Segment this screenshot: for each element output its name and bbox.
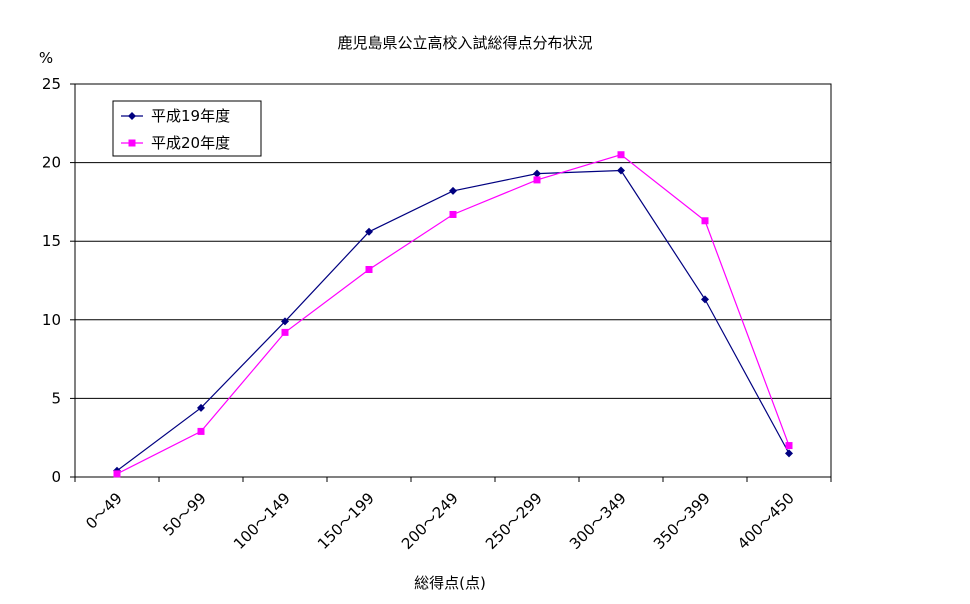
series-group bbox=[113, 151, 793, 478]
series-1-point-1 bbox=[197, 427, 205, 435]
series-0-point-6 bbox=[617, 166, 625, 175]
x-axis-ticks: 0～49 50～99 100～149 150～199 200～249 250～299 300… bbox=[74, 477, 832, 553]
x-tick-label-4: 200～249 bbox=[398, 489, 462, 553]
legend-label-1: 平成20年度 bbox=[151, 134, 230, 152]
series-1-point-2 bbox=[281, 328, 289, 336]
series-1-point-8 bbox=[785, 442, 793, 450]
y-tick-label-2: 10 bbox=[42, 311, 61, 329]
series-1-point-7 bbox=[701, 217, 709, 225]
series-1-point-5 bbox=[533, 176, 541, 184]
x-tick-label-0: 0～49 bbox=[82, 489, 126, 533]
x-tick-label-5: 250～299 bbox=[482, 489, 546, 553]
series-0-point-2 bbox=[281, 317, 289, 326]
legend-marker-0 bbox=[128, 112, 136, 120]
legend-box bbox=[112, 100, 262, 157]
legend-label-0: 平成19年度 bbox=[151, 107, 230, 125]
y-tick-label-1: 5 bbox=[51, 389, 61, 407]
series-line-1 bbox=[116, 154, 790, 475]
series-0-point-8 bbox=[785, 449, 793, 458]
y-tick-label-4: 20 bbox=[42, 154, 61, 172]
series-1-point-4 bbox=[449, 210, 457, 218]
gridlines bbox=[75, 162, 831, 399]
x-tick-label-6: 300～349 bbox=[566, 489, 630, 553]
x-tick-label-3: 150～199 bbox=[314, 489, 378, 553]
series-0-point-1 bbox=[197, 403, 205, 412]
series-1-point-3 bbox=[365, 265, 373, 273]
y-axis-ticks: 0 5 10 15 20 25 bbox=[42, 75, 75, 486]
y-axis-unit-label: % bbox=[39, 49, 53, 67]
series-0-point-4 bbox=[449, 186, 457, 195]
x-tick-label-8: 400～450 bbox=[734, 489, 798, 553]
series-0-point-5 bbox=[533, 169, 541, 178]
series-0-point-7 bbox=[701, 295, 709, 304]
y-tick-label-5: 25 bbox=[42, 75, 61, 93]
legend-marker-1 bbox=[128, 139, 136, 147]
plot-area-border bbox=[74, 83, 832, 478]
y-tick-label-0: 0 bbox=[51, 468, 61, 486]
series-1-point-0 bbox=[113, 470, 121, 478]
x-tick-label-1: 50～99 bbox=[159, 489, 209, 539]
chart-title: 鹿児島県公立高校入試総得点分布状況 bbox=[337, 34, 592, 52]
x-tick-label-7: 350～399 bbox=[650, 489, 714, 553]
x-axis-label: 総得点(点) bbox=[414, 574, 486, 592]
series-0-point-3 bbox=[365, 227, 373, 236]
series-1-point-6 bbox=[617, 151, 625, 159]
y-tick-label-3: 15 bbox=[42, 232, 61, 250]
x-tick-label-2: 100～149 bbox=[230, 489, 294, 553]
